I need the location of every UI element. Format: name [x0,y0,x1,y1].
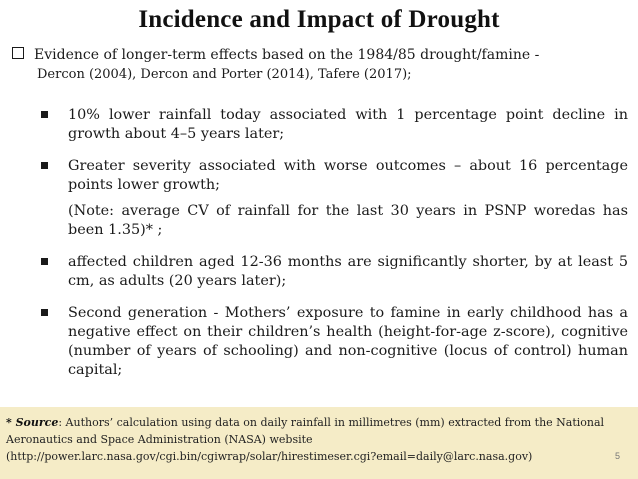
list-item: affected children aged 12-36 months are … [40,253,628,291]
bullet-text: Second generation - Mothers’ exposure to… [68,305,628,378]
bullet-text: 10% lower rainfall today associated with… [68,107,628,142]
bullet-list: 10% lower rainfall today associated with… [40,106,628,393]
square-bullet-icon [41,111,48,118]
list-item: 10% lower rainfall today associated with… [40,106,628,144]
footnote-source-label: * Source [6,416,59,429]
evidence-line-2: Dercon (2004), Dercon and Porter (2014),… [37,67,412,82]
page-number: 5 [614,451,620,461]
evidence-line-1: Evidence of longer-term effects based on… [34,47,540,63]
footnote-panel: * Source: Authors’ calculation using dat… [0,407,638,479]
list-item: Greater severity associated with worse o… [40,157,628,195]
rainfall-note: (Note: average CV of rainfall for the la… [68,203,628,238]
footnote-text: : Authors’ calculation using data on dai… [6,416,605,463]
square-bullet-icon [41,309,48,316]
footnote: * Source: Authors’ calculation using dat… [6,414,606,465]
slide-title: Incidence and Impact of Drought [138,6,500,33]
checkbox-bullet-icon [12,47,24,59]
square-bullet-icon [41,258,48,265]
square-bullet-icon [41,162,48,169]
bullet-text: affected children aged 12-36 months are … [68,254,628,289]
bullet-text: Greater severity associated with worse o… [68,158,628,193]
list-item: Second generation - Mothers’ exposure to… [40,304,628,380]
evidence-heading: Evidence of longer-term effects based on… [12,46,626,84]
